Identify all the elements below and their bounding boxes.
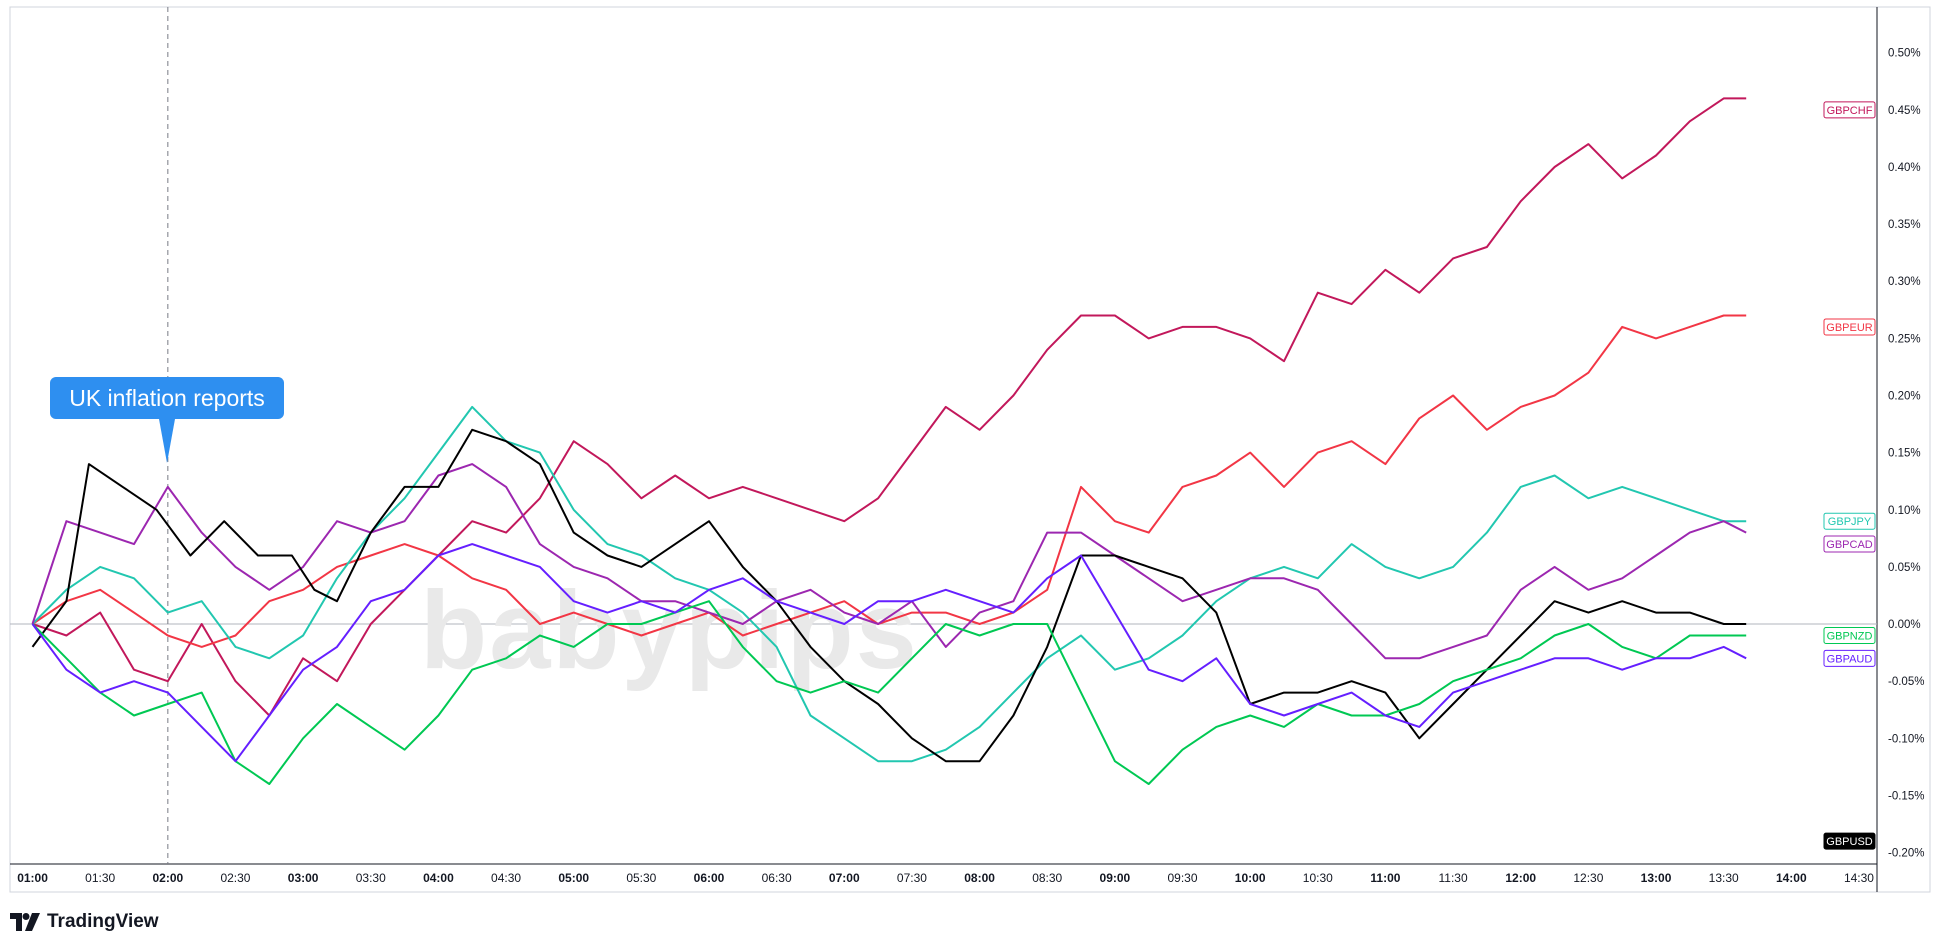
x-tick-label: 09:00	[1100, 871, 1131, 885]
y-tick-label: -0.15%	[1888, 790, 1924, 802]
x-tick-label: 04:30	[491, 871, 521, 885]
series-label-text: GBPUSD	[1826, 836, 1873, 848]
series-label-box	[1823, 318, 1876, 336]
x-tick-label: 01:00	[17, 871, 48, 885]
x-tick-label: 10:30	[1303, 871, 1333, 885]
tradingview-logo[interactable]: TradingView	[10, 910, 159, 934]
y-axis: 0.50% 0.45% 0.40% 0.35% 0.30% 0.25% 0.20% 0.15%…	[1888, 48, 1924, 860]
tradingview-logo-text: TradingView	[47, 911, 159, 932]
series-line-gbpjpy	[31, 405, 1747, 763]
series-label-box	[1823, 649, 1876, 667]
y-tick-label: -0.10%	[1888, 733, 1924, 745]
x-tick-label: 07:00	[829, 871, 860, 885]
series-label-gbpaud: GBPAUD	[1823, 649, 1876, 667]
series-label-text: GBPEUR	[1826, 322, 1873, 334]
x-tick-label: 09:30	[1167, 871, 1197, 885]
x-tick-label: 08:00	[964, 871, 995, 885]
x-tick-label: 02:30	[220, 871, 250, 885]
series-line-gbpaud	[31, 543, 1747, 763]
x-tick-label: 05:30	[626, 871, 656, 885]
x-tick-label: 11:00	[1370, 871, 1400, 885]
x-tick-label: 01:30	[85, 871, 115, 885]
series-label-text: GBPAUD	[1827, 653, 1873, 665]
y-tick-label: -0.20%	[1888, 848, 1924, 860]
x-tick-label: 03:00	[288, 871, 319, 885]
y-tick-label: 0.25%	[1888, 333, 1921, 345]
annotation-callout[interactable]: UK inflation reports	[50, 377, 284, 463]
series-label-gbpcad: GBPCAD	[1823, 535, 1876, 553]
series-line-gbpeur	[31, 314, 1747, 648]
chart-border	[9, 6, 1931, 893]
series-line-gbpusd	[31, 428, 1747, 763]
y-tick-label: 0.20%	[1888, 391, 1921, 403]
series-label-gbpchf: GBPCHF	[1823, 101, 1876, 119]
y-tick-label: 0.40%	[1888, 162, 1921, 174]
tradingview-logo-icon	[10, 913, 40, 931]
series-label-gbpeur: GBPEUR	[1823, 318, 1876, 336]
x-tick-label: 10:00	[1235, 871, 1266, 885]
x-tick-label: 02:00	[152, 871, 183, 885]
x-tick-label: 03:30	[356, 871, 386, 885]
series-label-gbpnzd: GBPNZD	[1823, 626, 1876, 644]
y-tick-label: 0.05%	[1888, 562, 1921, 574]
series-label-text: GBPNZD	[1827, 630, 1873, 642]
series-line-gbpchf	[32, 97, 1747, 717]
series-line-gbpnzd	[31, 600, 1747, 785]
x-tick-label: 14:00	[1776, 871, 1807, 885]
y-tick-label: 0.15%	[1888, 448, 1921, 460]
x-tick-label: 13:00	[1641, 871, 1672, 885]
y-tick-label: 0.50%	[1888, 48, 1921, 60]
x-tick-label: 14:30	[1844, 871, 1874, 885]
series-label-text: GBPJPY	[1828, 516, 1872, 528]
series-label-text: GBPCHF	[1827, 105, 1873, 117]
y-tick-label: 0.45%	[1888, 105, 1921, 117]
x-tick-label: 06:30	[762, 871, 792, 885]
x-tick-label: 06:00	[694, 871, 725, 885]
x-axis: 01:00 01:30 02:00 02:30 03:00 03:30 04:00 04:30…	[17, 871, 1874, 885]
series-price-labels: GBPCHF GBPEUR GBPJPY GBPCAD GBPUSD GBPNZD GBPA…	[1823, 101, 1876, 850]
y-tick-label: 0.10%	[1888, 505, 1921, 517]
chart-frame-lines	[9, 6, 1931, 893]
x-tick-label: 11:30	[1439, 871, 1468, 885]
y-tick-label: 0.30%	[1888, 276, 1921, 288]
series-label-gbpusd: GBPUSD	[1823, 832, 1876, 850]
x-tick-label: 12:30	[1573, 871, 1603, 885]
x-tick-label: 13:30	[1709, 871, 1739, 885]
series-label-box	[1823, 626, 1876, 644]
series-label-gbpjpy: GBPJPY	[1823, 512, 1876, 530]
y-tick-label: -0.05%	[1888, 676, 1924, 688]
x-tick-label: 12:00	[1505, 871, 1536, 885]
x-tick-label: 04:00	[423, 871, 454, 885]
series-label-box	[1823, 512, 1876, 530]
series-label-box	[1823, 101, 1876, 119]
series-layer	[31, 97, 1747, 785]
x-tick-label: 07:30	[897, 871, 927, 885]
watermark-text: babypips	[420, 569, 919, 692]
series-line-gbpcad	[31, 463, 1747, 660]
series-label-text: GBPCAD	[1826, 539, 1873, 551]
y-tick-label: 0.35%	[1888, 219, 1921, 231]
y-tick-label: 0.00%	[1888, 619, 1921, 631]
series-label-box	[1823, 535, 1876, 553]
x-tick-label: 05:00	[558, 871, 589, 885]
x-tick-label: 08:30	[1032, 871, 1062, 885]
series-label-box	[1823, 832, 1876, 850]
